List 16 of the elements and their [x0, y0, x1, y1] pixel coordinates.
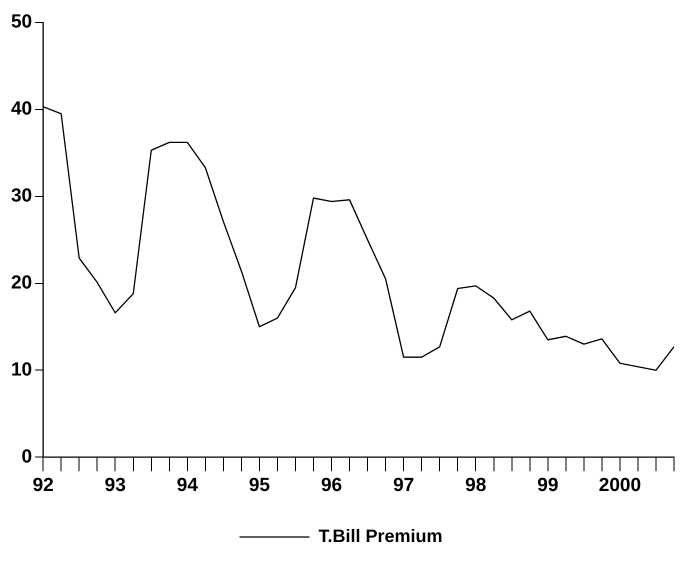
- y-tick-label: 50: [10, 12, 32, 33]
- legend-label: T.Bill Premium: [318, 526, 443, 546]
- x-tick-label: 95: [248, 474, 270, 496]
- y-tick-label: 20: [10, 272, 32, 294]
- x-tick-label: 96: [320, 474, 342, 496]
- y-tick-label: 40: [10, 98, 32, 120]
- y-tick-label: 0: [22, 446, 32, 468]
- x-tick-label: 92: [32, 474, 54, 496]
- x-tick-label: 2000: [598, 474, 642, 496]
- x-tick-label: 94: [176, 474, 198, 496]
- x-tick-label: 99: [537, 474, 558, 496]
- y-tick-label: 10: [10, 359, 32, 380]
- x-tick-label: 93: [104, 474, 126, 496]
- y-tick-label: 30: [10, 186, 32, 207]
- x-tick-label: 97: [393, 474, 414, 496]
- x-tick-label: 98: [465, 474, 486, 496]
